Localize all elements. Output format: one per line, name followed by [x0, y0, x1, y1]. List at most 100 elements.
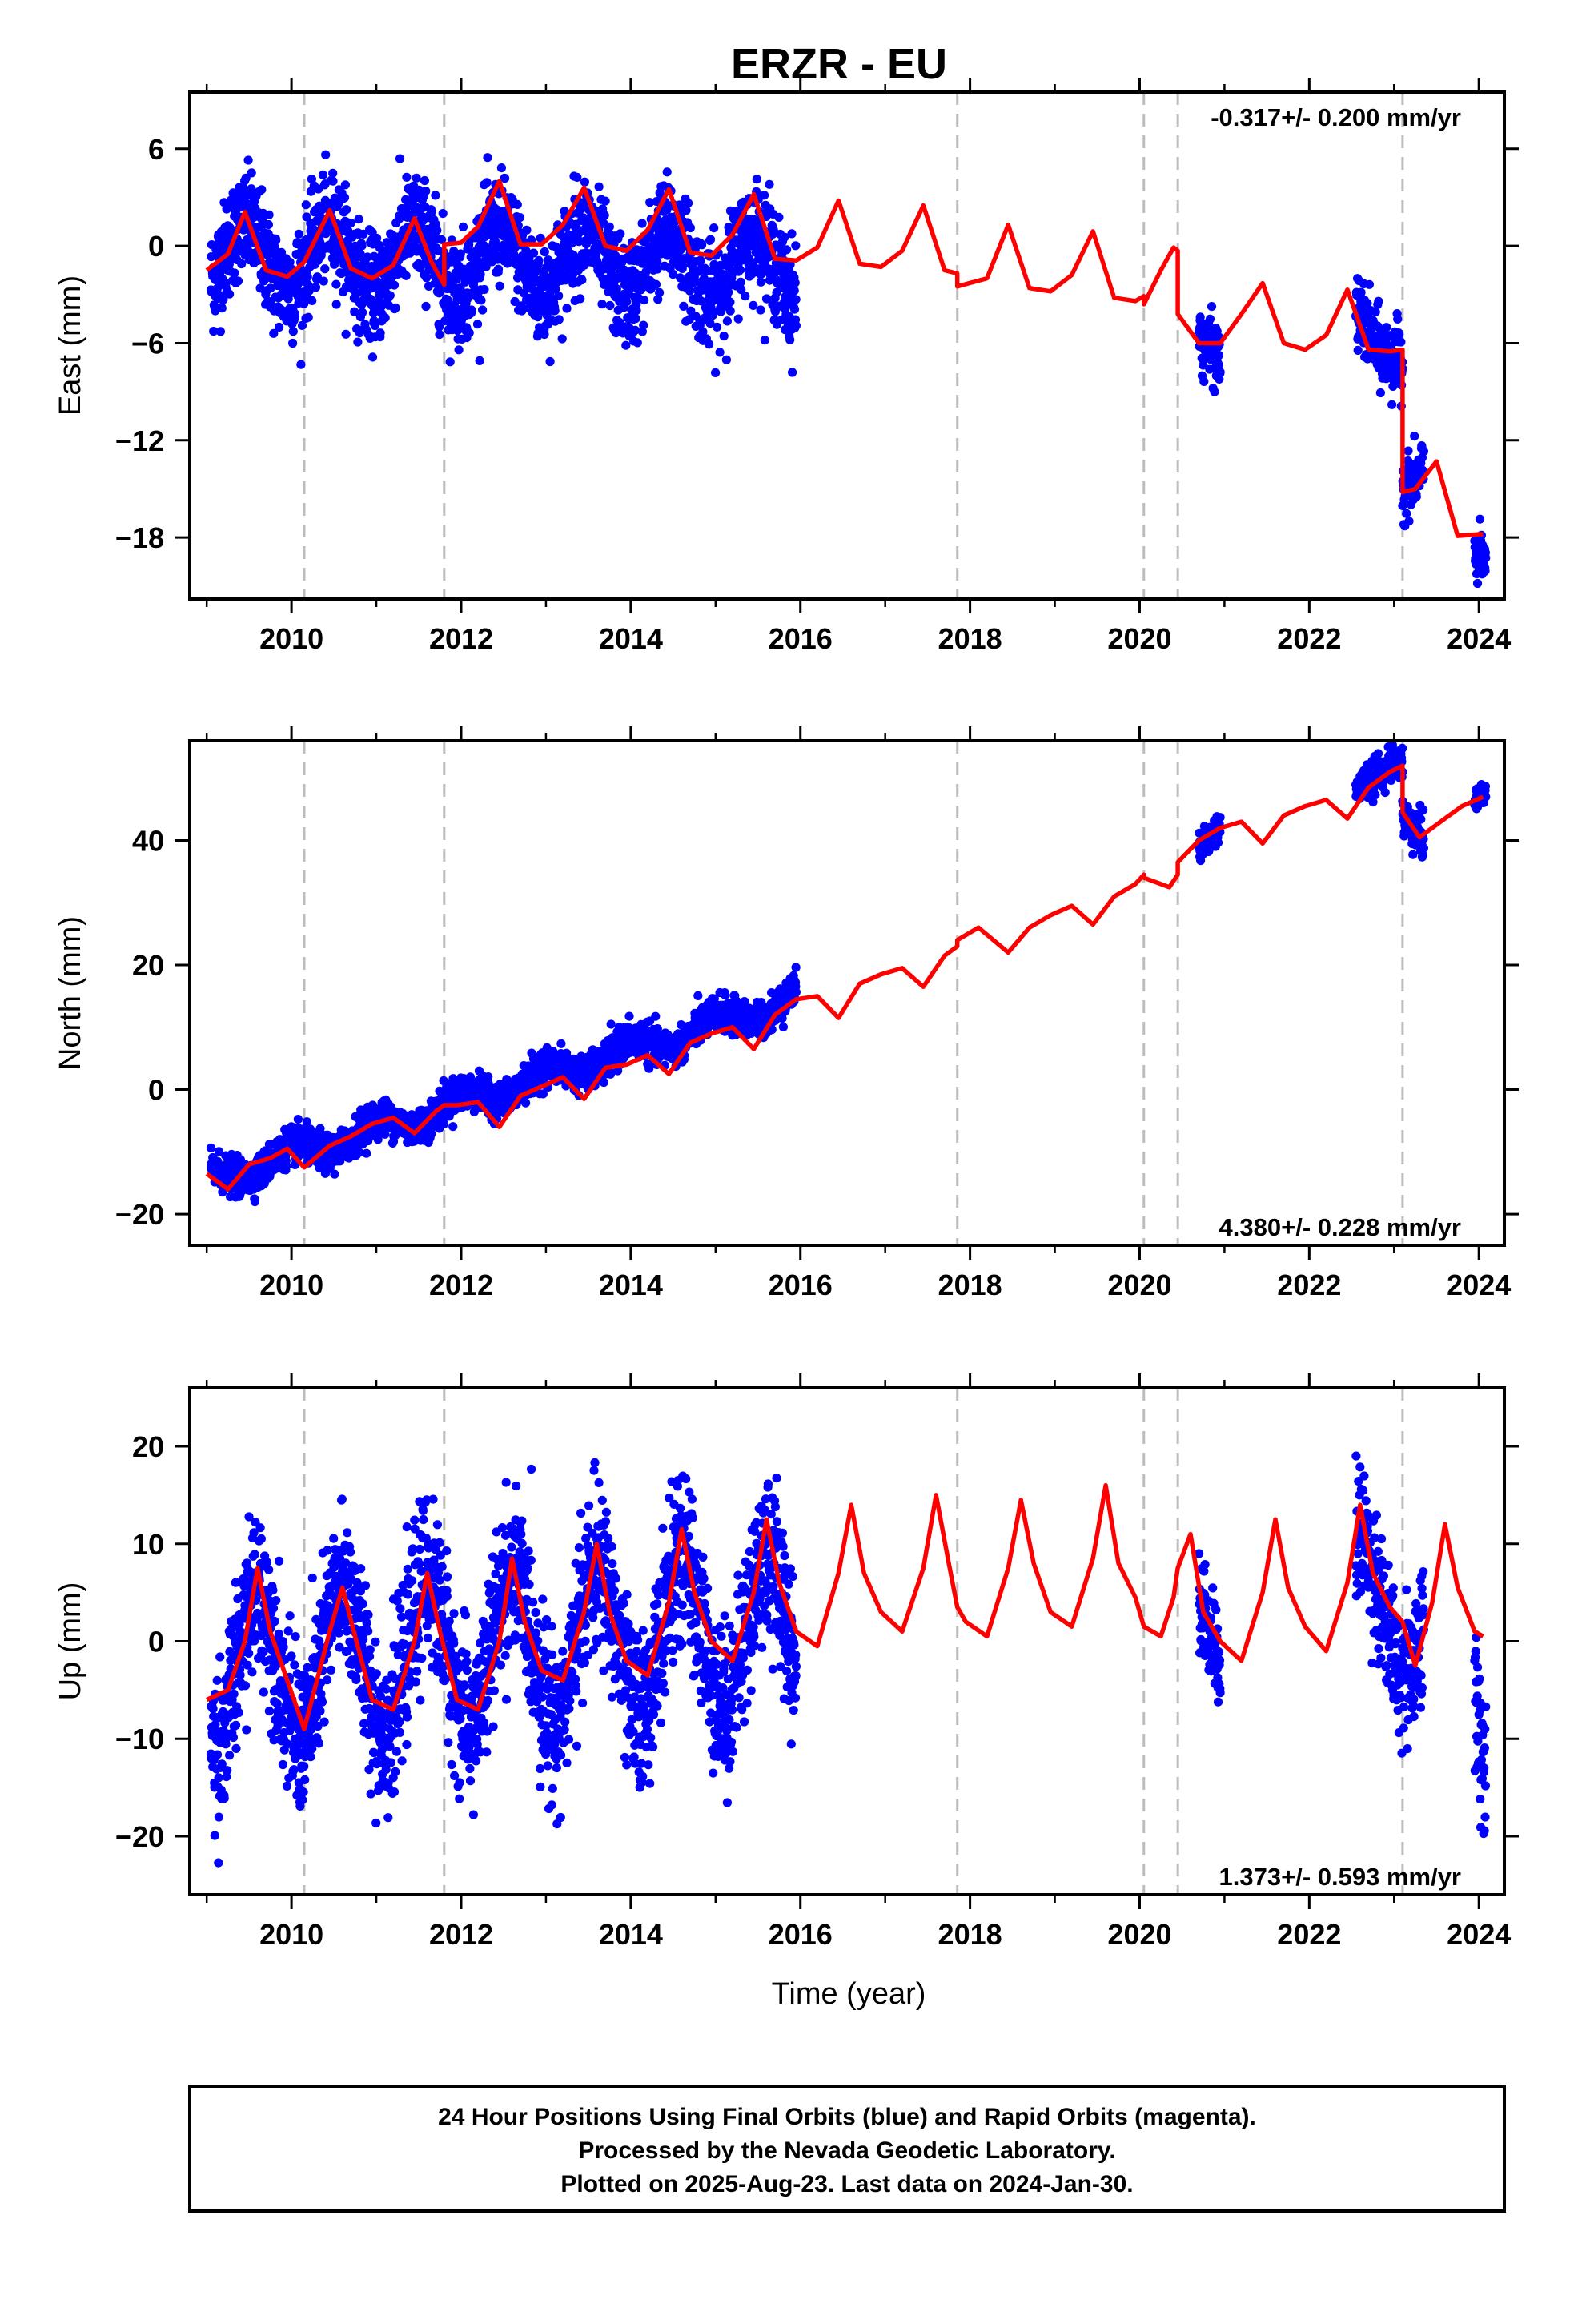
observation-point	[645, 198, 655, 207]
x-tick-label: 2020	[1107, 622, 1171, 655]
observation-point	[632, 338, 642, 348]
observation-point	[237, 259, 247, 269]
observation-point	[600, 196, 610, 206]
observation-point	[693, 991, 703, 1000]
x-tick-label: 2016	[769, 622, 833, 655]
observation-point	[709, 223, 719, 233]
observation-point	[715, 348, 725, 357]
observation-point	[790, 278, 800, 287]
observation-point	[353, 337, 363, 347]
observation-point	[401, 271, 411, 280]
observation-point	[449, 247, 459, 256]
observation-point	[370, 321, 379, 331]
observation-point	[1472, 578, 1483, 589]
x-tick-label: 2022	[1277, 622, 1341, 655]
observation-point	[789, 286, 799, 296]
observation-point	[1403, 446, 1413, 456]
observation-point	[206, 1143, 216, 1152]
observation-point	[290, 312, 300, 322]
observation-point	[652, 264, 662, 274]
observation-point	[651, 1011, 661, 1021]
observation-point	[354, 215, 363, 224]
observation-point	[475, 356, 484, 365]
observation-point	[1382, 323, 1391, 332]
observation-point	[504, 258, 513, 267]
observation-point	[1402, 509, 1411, 518]
observation-point	[791, 241, 801, 251]
observation-point	[330, 1169, 339, 1179]
observation-point	[791, 295, 801, 304]
observation-point	[476, 296, 486, 305]
observation-point	[620, 265, 629, 275]
observation-point	[288, 327, 298, 336]
observation-point	[389, 280, 400, 290]
observation-points	[206, 150, 1491, 589]
velocity-label: -0.317+/- 0.200 mm/yr	[1211, 103, 1461, 131]
observation-point	[437, 235, 447, 244]
observation-point	[554, 315, 564, 324]
x-tick-label: 2014	[599, 622, 663, 655]
observation-point	[538, 1089, 548, 1099]
observation-point	[752, 175, 761, 184]
observation-point	[581, 248, 591, 258]
observation-point	[1396, 337, 1406, 347]
observation-point	[350, 307, 359, 316]
observation-point	[454, 345, 464, 355]
observation-point	[760, 191, 769, 200]
observation-point	[534, 255, 544, 265]
observation-point	[271, 235, 281, 245]
observation-point	[722, 316, 733, 326]
observation-point	[380, 313, 390, 323]
observation-point	[472, 320, 483, 329]
observation-point	[685, 223, 696, 233]
observation-point	[622, 297, 632, 307]
observation-point	[556, 1039, 566, 1048]
observation-point	[550, 306, 560, 316]
observation-point	[639, 320, 648, 330]
observation-point	[1215, 368, 1225, 377]
observation-point	[594, 182, 604, 191]
observation-point	[217, 304, 227, 313]
observation-point	[765, 179, 774, 189]
observation-point	[644, 1063, 654, 1073]
observation-point	[421, 187, 431, 196]
observation-point	[302, 212, 311, 222]
observation-point	[478, 305, 488, 315]
observation-point	[778, 1022, 789, 1031]
observation-point	[328, 176, 338, 186]
observation-point	[259, 276, 269, 286]
observation-point	[257, 185, 267, 195]
observation-point	[1199, 376, 1209, 386]
observation-point	[297, 320, 307, 330]
observation-point	[215, 327, 225, 336]
observation-point	[1195, 312, 1205, 322]
observation-point	[1374, 296, 1383, 306]
observation-point	[357, 241, 367, 251]
observation-point	[321, 150, 331, 159]
observation-point	[521, 1098, 531, 1108]
observation-point	[225, 289, 235, 299]
observation-point	[263, 219, 273, 230]
observation-point	[632, 306, 641, 316]
observation-point	[214, 1147, 223, 1156]
observation-point	[1410, 432, 1419, 441]
observation-point	[521, 246, 531, 255]
observation-point	[711, 368, 721, 377]
observation-point	[557, 334, 567, 344]
observation-point	[495, 281, 504, 291]
observation-point	[1371, 307, 1380, 317]
observation-point	[1481, 553, 1491, 563]
observation-point	[789, 304, 800, 314]
observation-point	[328, 168, 338, 178]
observation-point	[422, 273, 432, 283]
observation-point	[1363, 299, 1372, 308]
observation-point	[640, 296, 649, 305]
observation-point	[681, 206, 691, 215]
observation-point	[705, 340, 714, 349]
observation-point	[243, 155, 253, 165]
observation-point	[712, 322, 722, 332]
observation-point	[685, 286, 695, 296]
observation-point	[363, 252, 372, 262]
observation-point	[315, 1124, 325, 1133]
observation-point	[482, 178, 492, 187]
